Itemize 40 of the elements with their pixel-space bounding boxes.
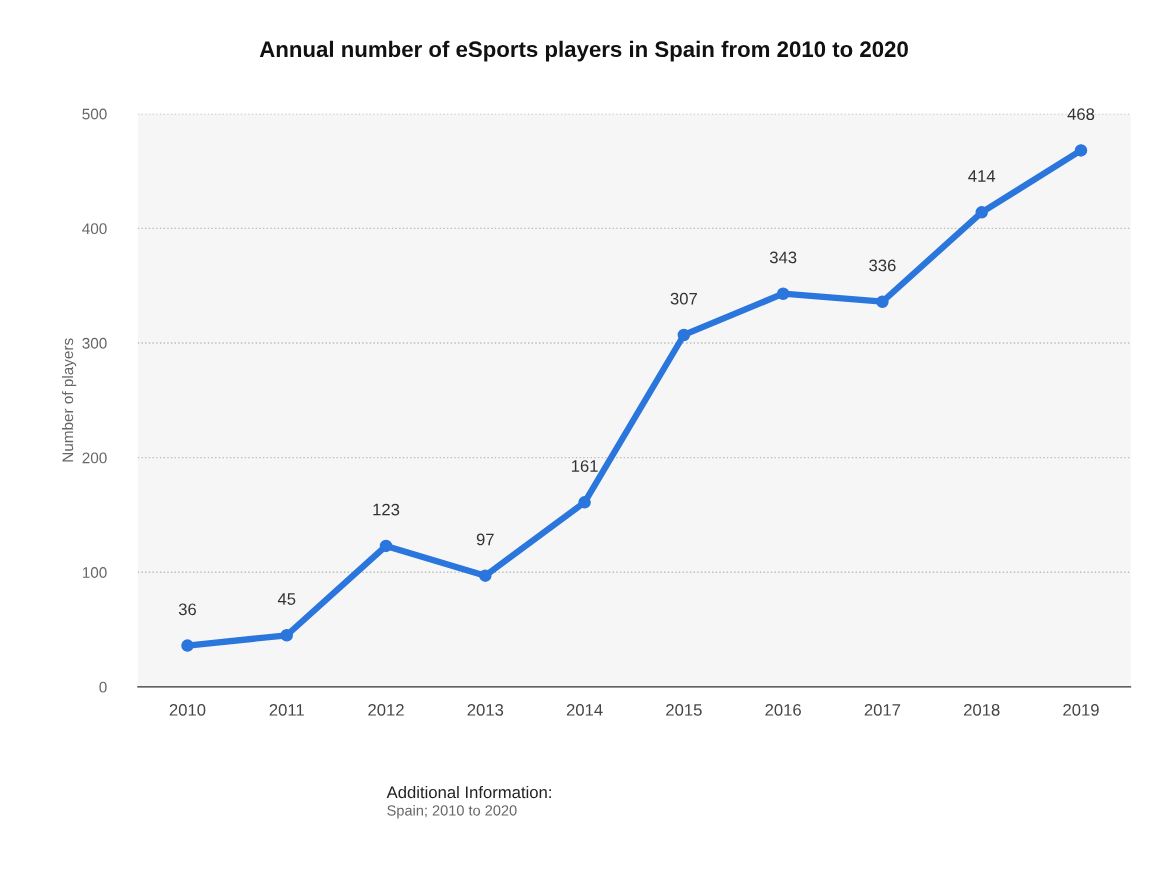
x-tick-label: 2015 [666,703,702,716]
text: Additional Information: [386,785,551,799]
x-tick-label: 2013 [467,703,504,716]
x-tick-label: 2011 [269,703,304,716]
point [578,496,591,509]
chart-title: Annual number of eSports players in Spain from 2010 to 2020 [259,40,908,62]
y-tick-label: 200 [82,452,107,464]
x-tick-label: 2019 [1063,703,1099,716]
x-tick-label: 2017 [864,703,901,716]
point [479,569,492,582]
data-label: 161 [571,460,598,472]
y-tick-label: 100 [82,567,107,578]
data-label: 97 [476,533,494,546]
point [1074,144,1088,157]
point [181,639,194,652]
data-label: 336 [869,259,896,272]
y-tick-label: 400 [82,223,107,235]
text: Spain; 2010 to 2020 [387,804,517,819]
point [975,206,988,219]
point [876,295,889,308]
y-tick-label: 300 [82,337,107,349]
point [379,539,393,553]
point [677,328,691,342]
data-label: 468 [1067,108,1095,121]
point [776,287,790,300]
data-label: 414 [968,170,996,182]
x-tick-label: 2014 [566,703,603,716]
x-tick-label: 2018 [964,703,1000,716]
data-label: 36 [178,603,196,616]
data-label: 343 [769,251,797,264]
data-label: 123 [373,503,400,516]
point [280,629,293,642]
y-tick-label: 0 [99,681,107,693]
x-tick-label: 2016 [765,703,801,716]
x-tick-label: 2010 [169,703,206,716]
y-tick-label: 500 [82,108,107,120]
data-label: 307 [670,292,697,305]
x-tick-label: 2012 [368,703,404,716]
y-axis-title: Number of players [61,338,77,462]
data-label: 45 [277,593,296,605]
